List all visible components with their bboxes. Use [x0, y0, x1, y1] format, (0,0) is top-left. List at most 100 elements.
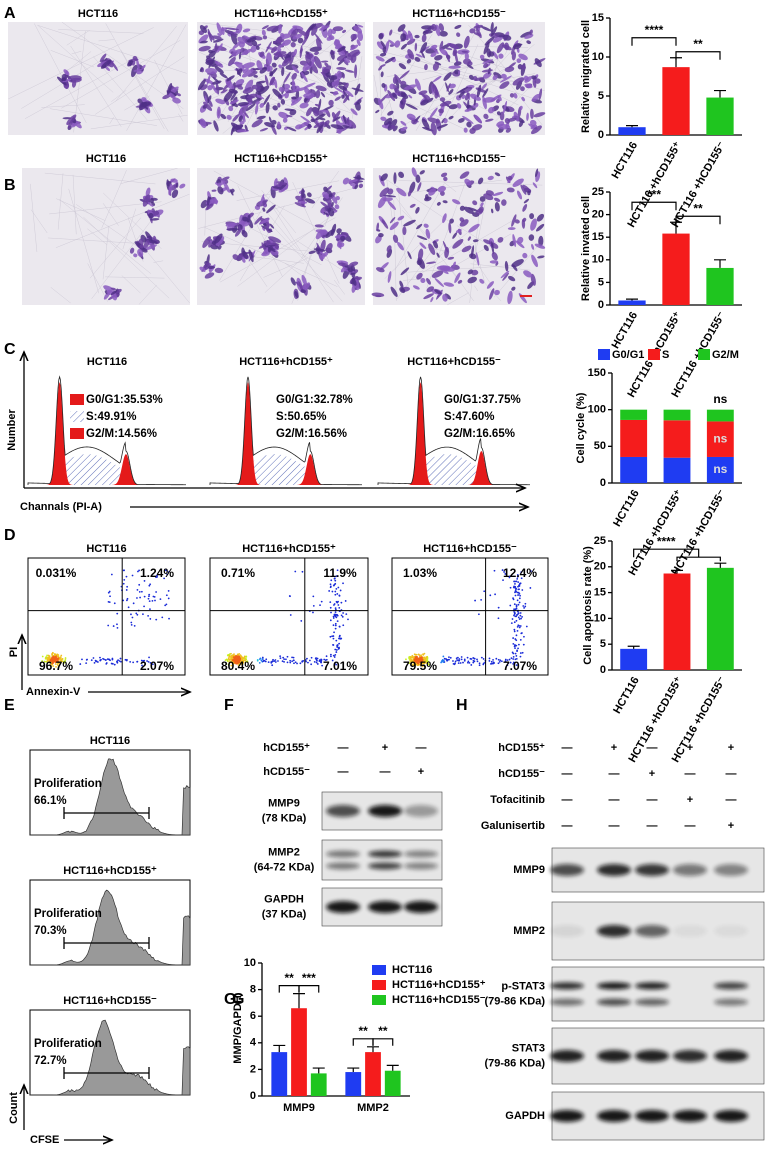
event	[120, 658, 122, 660]
event	[467, 657, 469, 659]
error-bar	[628, 646, 640, 649]
legend-swatch	[372, 965, 386, 975]
event	[464, 660, 466, 662]
event	[317, 658, 319, 660]
blot-bg	[552, 967, 764, 1021]
y-axis-label: Relative invated cell	[580, 196, 592, 301]
label: Count	[8, 1092, 20, 1124]
event	[329, 601, 331, 603]
event	[148, 595, 150, 597]
event	[517, 626, 519, 628]
event	[518, 625, 520, 627]
event	[293, 659, 295, 661]
event	[336, 602, 338, 604]
event	[130, 613, 132, 615]
event	[310, 663, 312, 665]
event	[275, 659, 277, 661]
label: D	[4, 527, 16, 544]
label: HCT116+hCD155⁻	[412, 8, 506, 20]
event	[95, 660, 97, 662]
event	[509, 605, 511, 607]
label: —	[609, 794, 620, 806]
event	[86, 659, 88, 661]
event	[260, 660, 262, 662]
event	[340, 602, 342, 604]
event	[148, 594, 150, 596]
event	[289, 660, 291, 662]
event	[414, 653, 416, 655]
event	[519, 627, 521, 629]
legend-swatch	[70, 394, 84, 405]
label: (78 KDa)	[262, 812, 307, 824]
label: —	[726, 768, 737, 780]
label: (64-72 KDa)	[254, 861, 315, 873]
label: ns	[713, 462, 727, 476]
label: 2.07%	[140, 659, 174, 673]
event	[512, 653, 514, 655]
label: S:47.60%	[444, 411, 495, 423]
event	[299, 662, 301, 664]
event	[330, 607, 332, 609]
band	[368, 863, 402, 870]
event	[301, 661, 303, 663]
event	[514, 581, 516, 583]
event	[335, 623, 337, 625]
event	[149, 618, 151, 620]
bar	[385, 1071, 401, 1096]
event	[521, 632, 523, 634]
bar	[311, 1073, 327, 1096]
event	[452, 660, 454, 662]
event	[335, 588, 337, 590]
label: ***	[647, 187, 661, 201]
event	[479, 662, 481, 664]
event	[311, 657, 313, 659]
event	[454, 663, 456, 665]
label: +	[728, 742, 734, 754]
label: MMP9	[513, 864, 545, 876]
event	[513, 656, 515, 658]
label: HCT116+hCD155⁺	[239, 356, 333, 368]
event	[316, 662, 318, 664]
event	[126, 660, 128, 662]
event	[312, 595, 314, 597]
band	[597, 925, 631, 937]
event	[229, 653, 231, 655]
band	[714, 999, 748, 1006]
band	[368, 851, 402, 858]
label: G2/M:16.65%	[444, 428, 515, 440]
label: HCT116+hCD155⁻	[407, 356, 501, 368]
event	[275, 661, 277, 663]
band	[635, 1050, 669, 1062]
event	[339, 635, 341, 637]
micrograph	[371, 167, 545, 305]
y-tick-label: 20	[594, 561, 606, 573]
event	[492, 663, 494, 665]
y-tick-label: 5	[598, 276, 604, 288]
label: hCD155⁺	[263, 742, 310, 754]
event	[338, 607, 340, 609]
event	[229, 656, 231, 658]
event	[314, 661, 316, 663]
error-bar	[347, 1068, 359, 1072]
event	[259, 662, 261, 664]
band	[714, 925, 748, 937]
blot	[550, 848, 764, 892]
event	[483, 658, 485, 660]
blot	[322, 840, 442, 880]
event	[319, 660, 321, 662]
event	[132, 661, 134, 663]
event	[518, 588, 520, 590]
band	[404, 851, 438, 858]
error-bar	[714, 260, 726, 268]
event	[481, 657, 483, 659]
label: hCD155⁻	[263, 766, 310, 778]
event	[445, 658, 447, 660]
label: Proliferation	[34, 1038, 102, 1050]
event	[94, 662, 96, 664]
label: 72.7%	[34, 1055, 67, 1067]
event	[467, 662, 469, 664]
event	[330, 619, 332, 621]
bar	[620, 649, 647, 670]
event	[330, 586, 332, 588]
band	[368, 805, 402, 817]
